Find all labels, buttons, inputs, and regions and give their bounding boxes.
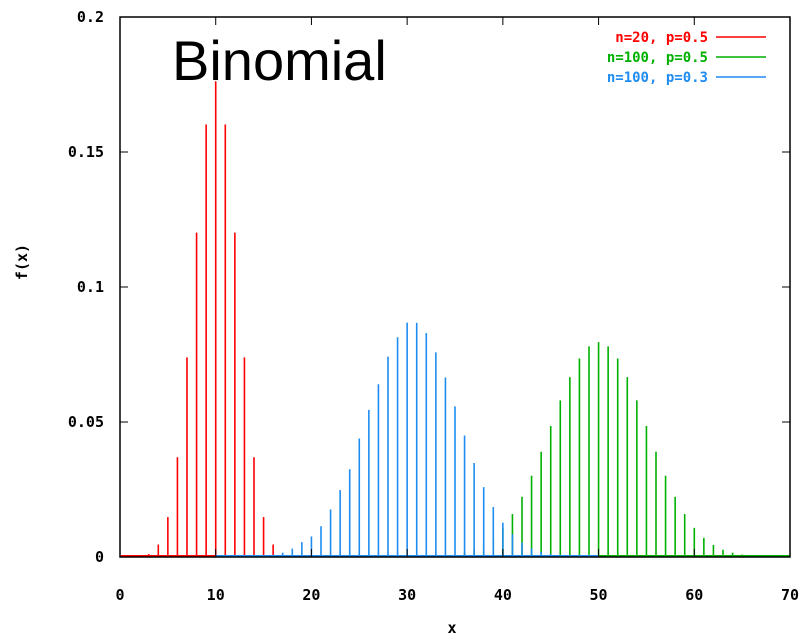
- x-tick-label: 50: [590, 586, 608, 604]
- chart-title: Binomial: [172, 29, 387, 92]
- x-tick-label: 0: [115, 586, 124, 604]
- y-tick-label: 0.15: [68, 143, 104, 161]
- x-tick-label: 40: [494, 586, 512, 604]
- bars-layer: [119, 81, 791, 557]
- legend-label: n=100, p=0.5: [607, 50, 708, 66]
- legend-label: n=100, p=0.3: [607, 70, 708, 86]
- x-tick-label: 10: [207, 586, 225, 604]
- y-tick-label: 0.2: [77, 8, 104, 26]
- y-tick-label: 0: [95, 548, 104, 566]
- x-tick-label: 30: [398, 586, 416, 604]
- x-tick-label: 70: [781, 586, 799, 604]
- y-axis-label: f(x): [13, 244, 31, 280]
- legend-entry-n100-p03: n=100, p=0.3: [607, 70, 766, 86]
- series-1: [119, 81, 313, 557]
- x-tick-label: 60: [685, 586, 703, 604]
- legend-entry-n100-p05: n=100, p=0.5: [607, 50, 766, 66]
- y-tick-label: 0.05: [68, 413, 104, 431]
- x-tick-label: 20: [302, 586, 320, 604]
- legend: n=20, p=0.5 n=100, p=0.5 n=100, p=0.3: [607, 30, 766, 86]
- x-axis-label: x: [447, 619, 456, 637]
- legend-entry-n20-p05: n=20, p=0.5: [615, 30, 766, 46]
- ticks-layer: 0 10 20 30 40 50 60 70 0 0.05 0.1 0.15 0.2: [68, 8, 799, 604]
- series-2: [463, 342, 791, 557]
- series-3: [214, 322, 600, 557]
- y-tick-label: 0.1: [77, 278, 104, 296]
- legend-label: n=20, p=0.5: [615, 30, 708, 46]
